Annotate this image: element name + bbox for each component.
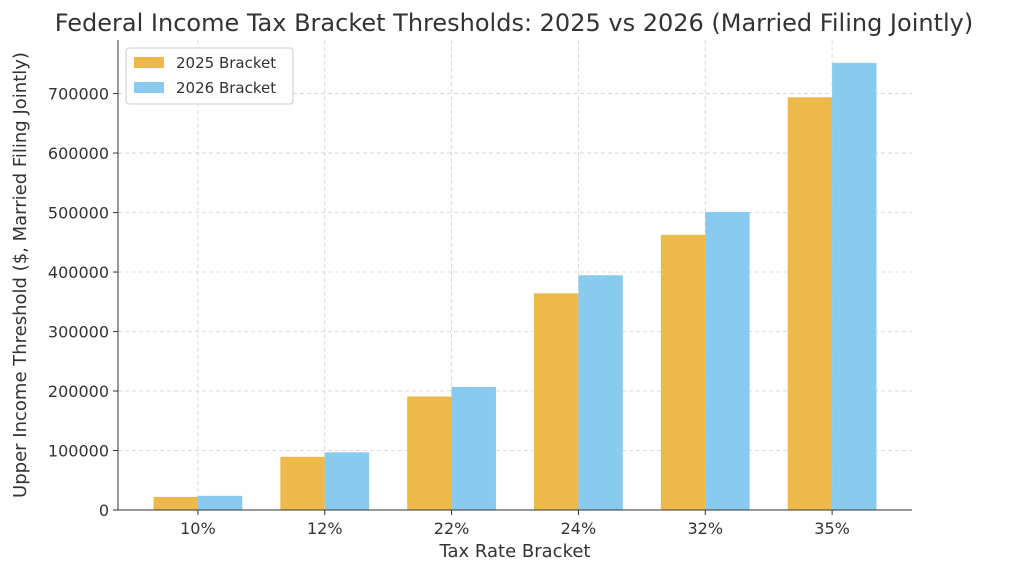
- x-tick-label: 12%: [307, 519, 343, 538]
- y-axis-label: Upper Income Threshold ($, Married Filin…: [10, 52, 31, 498]
- chart-title: Federal Income Tax Bracket Thresholds: 2…: [55, 9, 973, 37]
- x-tick-label: 32%: [687, 519, 723, 538]
- bars: [153, 62, 877, 510]
- bar-2026-bracket: [197, 495, 243, 510]
- bar-2026-bracket: [578, 275, 623, 510]
- y-tick-label: 500000: [48, 204, 109, 223]
- legend-label: 2026 Bracket: [176, 79, 276, 97]
- bar-2025-bracket: [280, 456, 325, 510]
- bar-2025-bracket: [407, 396, 452, 510]
- legend-swatch: [134, 82, 164, 93]
- x-tick-label: 35%: [814, 519, 850, 538]
- legend-label: 2025 Bracket: [176, 54, 276, 72]
- legend-swatch: [134, 57, 164, 68]
- y-tick-label: 0: [99, 501, 109, 520]
- bar-2026-bracket: [705, 211, 750, 510]
- x-tick-label: 24%: [561, 519, 597, 538]
- y-tick-label: 100000: [48, 442, 109, 461]
- x-axis-label: Tax Rate Bracket: [438, 541, 590, 562]
- bar-2025-bracket: [787, 97, 833, 510]
- bar-2025-bracket: [660, 234, 706, 510]
- bar-2026-bracket: [324, 452, 370, 510]
- legend: 2025 Bracket 2026 Bracket: [125, 47, 294, 105]
- axes: 0 100000 200000 300000 400000 500000 600000 700…: [48, 40, 912, 538]
- y-tick-label: 200000: [48, 382, 109, 401]
- y-tick-label: 300000: [48, 323, 109, 342]
- grid: [118, 40, 912, 511]
- y-tick-label: 400000: [48, 263, 109, 282]
- y-tick-label: 700000: [48, 85, 109, 104]
- y-tick-label: 600000: [48, 144, 109, 163]
- bar-2026-bracket: [451, 387, 496, 510]
- bar-2025-bracket: [153, 496, 198, 510]
- bar-2026-bracket: [832, 62, 877, 510]
- bar-2025-bracket: [534, 293, 579, 510]
- x-tick-label: 10%: [180, 519, 216, 538]
- legend-box: [125, 47, 294, 105]
- x-tick-label: 22%: [434, 519, 470, 538]
